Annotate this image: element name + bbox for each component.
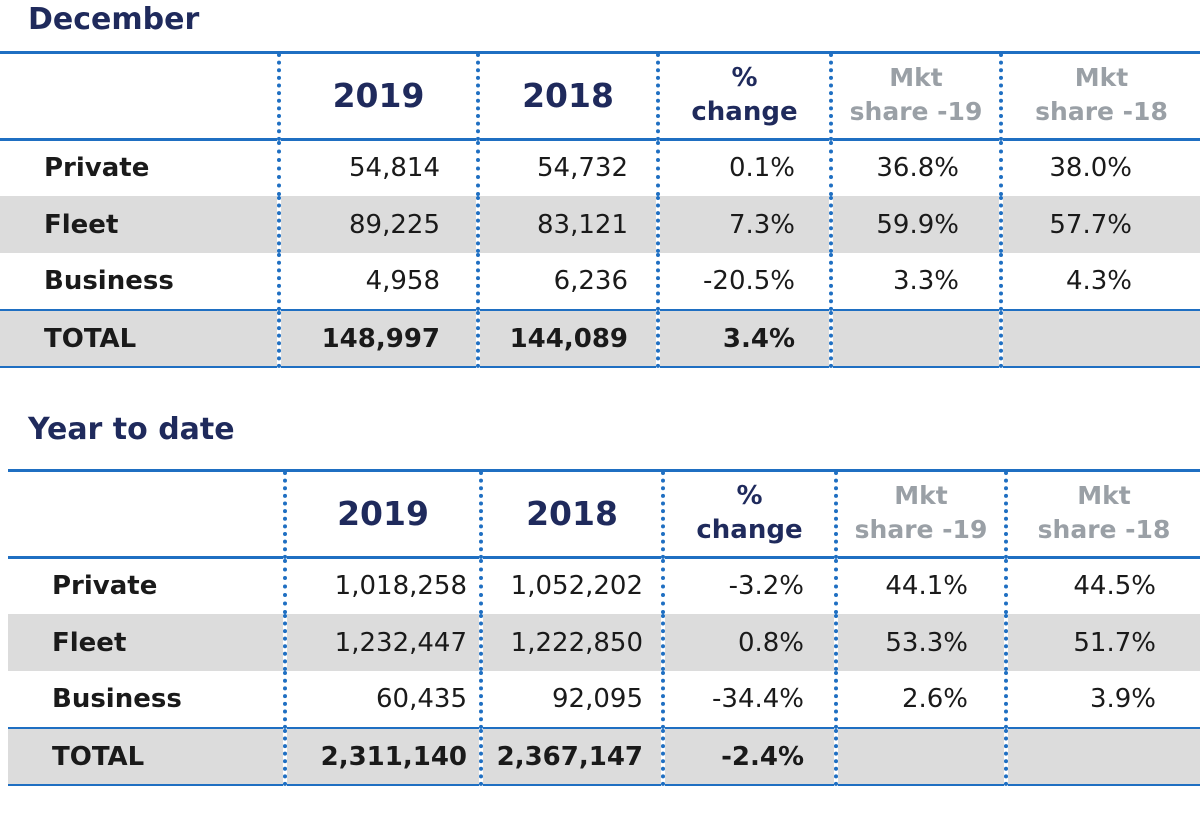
mkt-word: Mkt (1077, 481, 1131, 511)
cell-pct-change: 3.4% (656, 310, 831, 367)
section-title: December (28, 2, 200, 37)
cell-pct-change: -34.4% (661, 671, 836, 728)
table-row: Private 54,814 54,732 0.1% 36.8% 38.0% (0, 139, 1200, 196)
cell-mkt-share-18: 4.3% (999, 253, 1200, 310)
cell-2019: 4,958 (277, 253, 478, 310)
col-header-mkt-share-18: Mkt share -18 (999, 53, 1200, 139)
total-row: TOTAL 2,311,140 2,367,147 -2.4% (8, 728, 1200, 785)
change-word: change (691, 97, 798, 128)
mkt-word: Mkt (894, 481, 948, 511)
col-header-mkt-share-19: Mkt share -19 (829, 53, 1001, 139)
cell-mkt-share-18 (999, 310, 1200, 367)
pct-symbol: % (736, 481, 763, 512)
row-label: Private (44, 153, 150, 184)
cell-2019: 2,311,140 (283, 728, 481, 785)
cell-mkt-share-19 (834, 728, 1006, 785)
row-label: Fleet (0, 196, 279, 253)
december-table: 2019 2018 % change Mkt share -19 Mkt sha… (0, 53, 1200, 368)
share-label: share -18 (1035, 97, 1168, 127)
mkt-word: Mkt (1074, 63, 1129, 93)
col-header-2019: 2019 (283, 471, 481, 557)
header-row: 2019 2018 % change Mkt share -19 Mkt sha… (8, 471, 1200, 557)
cell-pct-change: 0.8% (661, 614, 836, 671)
table-row: Fleet 89,225 83,121 7.3% 59.9% 57.7% (0, 196, 1200, 253)
cell-2018: 1,052,202 (479, 557, 663, 614)
col-header-mkt-share-18: Mkt share -18 (1004, 471, 1200, 557)
header-empty (0, 53, 279, 139)
cell-mkt-share-19: 53.3% (834, 614, 1006, 671)
cell-2019: 1,018,258 (283, 557, 481, 614)
mkt-word: Mkt (889, 63, 943, 93)
cell-pct-change: -20.5% (656, 253, 831, 310)
row-label: TOTAL (0, 310, 279, 367)
row-label: Fleet (8, 614, 285, 671)
cell-mkt-share-19: 44.1% (834, 557, 1006, 614)
total-row: TOTAL 148,997 144,089 3.4% (0, 310, 1200, 367)
cell-mkt-share-19: 2.6% (834, 671, 1006, 728)
cell-2018: 144,089 (476, 310, 658, 367)
share-label: share -18 (1037, 515, 1171, 545)
col-header-2018: 2018 (479, 471, 663, 557)
cell-2019: 60,435 (283, 671, 481, 728)
cell-mkt-share-18: 57.7% (999, 196, 1200, 253)
cell-mkt-share-18: 51.7% (1004, 614, 1200, 671)
cell-2019: 54,814 (277, 139, 478, 196)
col-header-mkt-share-19: Mkt share -19 (834, 471, 1006, 557)
cell-mkt-share-19 (829, 310, 1001, 367)
table-row: Fleet 1,232,447 1,222,850 0.8% 53.3% 51.… (8, 614, 1200, 671)
cell-2019: 148,997 (277, 310, 478, 367)
col-header-pct-change: % change (656, 53, 831, 139)
table-row: Private 1,018,258 1,052,202 -3.2% 44.1% … (8, 557, 1200, 614)
cell-pct-change: -3.2% (661, 557, 836, 614)
cell-2018: 54,732 (476, 139, 658, 196)
cell-mkt-share-18: 44.5% (1004, 557, 1200, 614)
cell-mkt-share-18 (1004, 728, 1200, 785)
header-top-rule (0, 51, 1200, 54)
cell-mkt-share-19: 59.9% (829, 196, 1001, 253)
row-label: Private (52, 571, 158, 602)
share-label: share -19 (854, 515, 988, 545)
cell-2018: 2,367,147 (479, 728, 663, 785)
cell-mkt-share-18: 3.9% (1004, 671, 1200, 728)
cell-mkt-share-19: 36.8% (829, 139, 1001, 196)
change-word: change (696, 515, 803, 546)
cell-2018: 1,222,850 (479, 614, 663, 671)
header-empty (8, 471, 285, 557)
header-top-rule (8, 469, 1200, 472)
cell-2018: 83,121 (476, 196, 658, 253)
share-label: share -19 (849, 97, 983, 127)
row-label: TOTAL (8, 728, 285, 785)
header-row: 2019 2018 % change Mkt share -19 Mkt sha… (0, 53, 1200, 139)
table-row: Business 4,958 6,236 -20.5% 3.3% 4.3% (0, 253, 1200, 310)
cell-mkt-share-18: 38.0% (999, 139, 1200, 196)
cell-2018: 92,095 (479, 671, 663, 728)
cell-2018: 6,236 (476, 253, 658, 310)
cell-pct-change: 7.3% (656, 196, 831, 253)
cell-pct-change: -2.4% (661, 728, 836, 785)
col-header-pct-change: % change (661, 471, 836, 557)
pct-symbol: % (731, 63, 758, 94)
cell-2019: 1,232,447 (283, 614, 481, 671)
cell-2019: 89,225 (277, 196, 478, 253)
row-label: Business (44, 266, 174, 296)
section-title: Year to date (28, 412, 235, 447)
cell-mkt-share-19: 3.3% (829, 253, 1001, 310)
col-header-2018: 2018 (476, 53, 658, 139)
cell-pct-change: 0.1% (656, 139, 831, 196)
col-header-2019: 2019 (277, 53, 478, 139)
ytd-table: 2019 2018 % change Mkt share -19 Mkt sha… (8, 471, 1200, 786)
row-label: Business (52, 684, 182, 714)
table-row: Business 60,435 92,095 -34.4% 2.6% 3.9% (8, 671, 1200, 728)
